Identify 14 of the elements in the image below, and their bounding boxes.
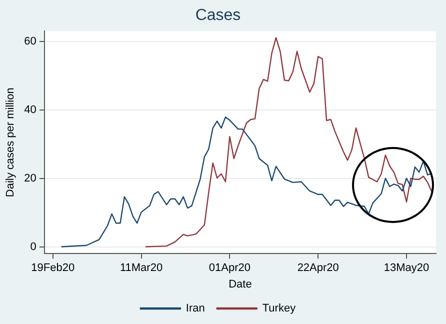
legend-label: Turkey xyxy=(262,302,296,315)
y-tick-label: 20 xyxy=(24,172,36,184)
x-tick-label: 22Apr20 xyxy=(297,262,339,274)
x-tick-label: 01Apr20 xyxy=(208,262,250,274)
y-tick-label: 40 xyxy=(24,104,36,116)
chart-title: Cases xyxy=(195,7,241,24)
y-tick-label: 0 xyxy=(30,240,36,253)
x-axis-title: Date xyxy=(228,278,252,290)
y-axis-title: Daily cases per million xyxy=(4,88,17,198)
x-tick-label: 13May20 xyxy=(384,262,430,274)
y-tick-label: 60 xyxy=(24,35,36,48)
x-tick-label: 11Mar20 xyxy=(120,262,163,274)
legend-label: Iran xyxy=(186,302,205,315)
x-tick-label: 19Feb20 xyxy=(31,262,75,274)
